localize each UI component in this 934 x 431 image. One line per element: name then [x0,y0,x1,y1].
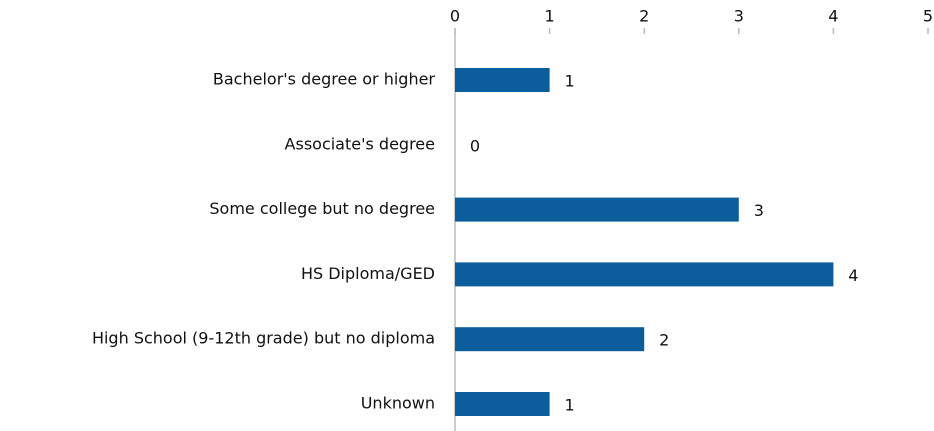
x-tick-label: 4 [828,7,838,26]
category-label: High School (9-12th grade) but no diplom… [92,329,435,348]
value-label: 4 [848,266,858,285]
category-label: Bachelor's degree or higher [213,70,436,89]
x-tick-label: 5 [923,7,933,26]
x-tick-label: 3 [734,7,744,26]
value-label: 1 [565,72,575,91]
value-label: 2 [659,331,669,350]
bar [455,68,550,92]
category-label: Unknown [361,394,435,413]
x-tick-label: 2 [639,7,649,26]
value-label: 3 [754,201,764,220]
bar [455,392,550,416]
bar [455,262,834,287]
category-label: HS Diploma/GED [301,264,435,283]
value-label: 0 [470,136,480,155]
bar [455,197,739,222]
value-label: 1 [565,396,575,415]
x-tick-label: 1 [545,7,555,26]
category-label: Some college but no degree [209,199,435,218]
bar [455,327,645,352]
category-label: Associate's degree [285,134,435,153]
x-tick-label: 0 [450,7,460,26]
